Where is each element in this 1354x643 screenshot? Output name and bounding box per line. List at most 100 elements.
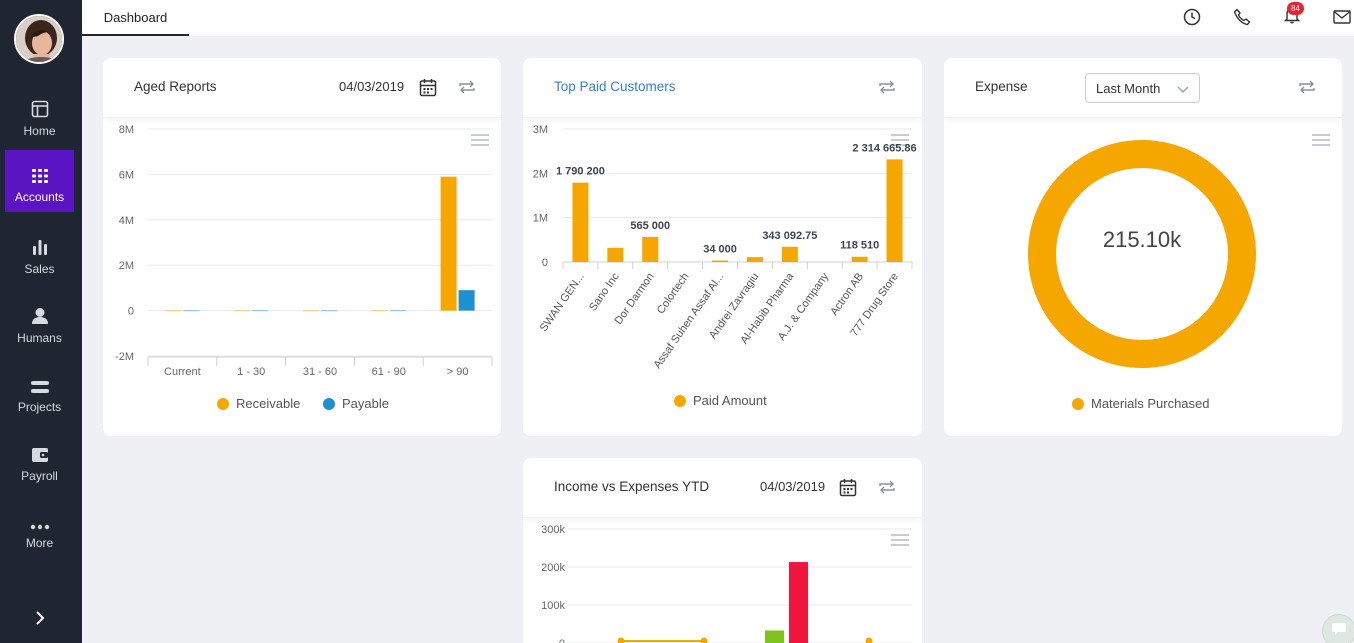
bar-paid-amount — [572, 182, 589, 262]
sidebar-item-projects[interactable]: Projects — [5, 360, 74, 422]
top-bar: Dashboard 84 — [82, 0, 1354, 36]
chart-menu-icon[interactable] — [891, 534, 909, 548]
chat-button[interactable] — [1322, 614, 1354, 643]
y-tick-label: 0 — [559, 638, 565, 643]
refresh-icon[interactable] — [1296, 76, 1318, 98]
x-tick-label: 1 - 30 — [237, 366, 265, 378]
y-tick-label: 200k — [541, 562, 565, 574]
chart-menu-icon[interactable] — [1312, 134, 1330, 148]
y-tick-label: 8M — [119, 124, 134, 136]
bar-data-label: 2 314 665.86 — [852, 142, 916, 154]
bar-paid-amount — [607, 247, 624, 262]
user-avatar[interactable] — [14, 14, 64, 64]
bar-payable — [458, 290, 475, 311]
y-tick-label: 3M — [533, 124, 548, 136]
sidebar-item-label: Payroll — [21, 469, 58, 483]
legend-label: Receivable — [236, 396, 301, 411]
refresh-icon[interactable] — [456, 76, 478, 98]
sidebar-item-sales[interactable]: Sales — [5, 222, 74, 284]
date-field[interactable]: 04/03/2019 — [339, 79, 405, 94]
y-tick-label: 6M — [119, 169, 134, 181]
bar-paid-amount — [642, 236, 659, 262]
x-tick-label: Colortech — [655, 271, 692, 316]
card-title: Expense — [975, 79, 1028, 94]
card-title-link[interactable]: Top Paid Customers — [554, 79, 676, 94]
y-tick-label: -2M — [115, 351, 134, 363]
aged-reports-chart: 8M 6M 4M 2M 0 -2M Current 1 - 30 31 - 60 61 - 90 >… — [115, 124, 493, 378]
bar-payable — [321, 310, 337, 312]
bar-receivable — [303, 310, 319, 312]
sidebar-item-label: Home — [23, 124, 56, 138]
legend-dot — [217, 397, 229, 410]
line-point — [865, 637, 873, 643]
period-select-value: Last Month — [1096, 81, 1161, 96]
x-tick-label: Actron AB — [828, 271, 866, 318]
card-header: Income vs Expenses YTD 04/03/2019 — [523, 458, 922, 518]
y-tick-label: 2M — [119, 260, 134, 272]
x-tick-label: Sano Inc — [587, 270, 622, 313]
legend-paid-amount[interactable]: Paid Amount — [674, 393, 767, 408]
bar-ytd — [765, 630, 784, 643]
legend-materials-purchased[interactable]: Materials Purchased — [1072, 396, 1210, 411]
donut-center-label: 215.10k — [1103, 227, 1182, 252]
clock-icon[interactable] — [1179, 4, 1205, 30]
y-tick-label: 300k — [541, 524, 565, 536]
calendar-icon[interactable] — [837, 476, 859, 498]
x-tick-label: Current — [164, 366, 201, 378]
bar-data-label: 34 000 — [703, 243, 737, 255]
refresh-icon[interactable] — [876, 76, 898, 98]
sidebar-item-humans[interactable]: Humans — [5, 291, 74, 353]
phone-icon[interactable] — [1229, 4, 1255, 30]
sidebar-item-more[interactable]: More — [5, 496, 74, 558]
x-tick-label: 61 - 90 — [372, 366, 406, 378]
bar-receivable — [165, 310, 182, 312]
legend-label: Payable — [342, 396, 389, 411]
bar-paid-amount — [712, 260, 729, 262]
card-header: Expense Last Month — [944, 58, 1342, 118]
x-tick-label: > 90 — [447, 366, 469, 378]
bar-receivable — [371, 310, 388, 312]
legend-payable[interactable]: Payable — [323, 396, 389, 411]
y-tick-label: 0 — [542, 257, 548, 269]
sidebar-item-label: Projects — [17, 400, 62, 414]
bar-data-label: 118 510 — [840, 240, 879, 252]
expense-donut-chart: 215.10k — [1028, 140, 1256, 368]
sidebar-item-payroll[interactable]: Payroll — [5, 429, 74, 491]
sidebar-item-home[interactable]: Home — [5, 84, 74, 146]
notification-badge: 84 — [1287, 2, 1304, 15]
notifications-button[interactable]: 84 — [1279, 2, 1305, 30]
wallet-icon — [31, 447, 49, 463]
expand-sidebar-button[interactable] — [28, 608, 52, 632]
legend-receivable[interactable]: Receivable — [217, 396, 300, 411]
legend-dot — [674, 394, 686, 407]
y-tick-label: 0 — [128, 306, 134, 318]
period-select[interactable]: Last Month — [1085, 73, 1200, 103]
date-field[interactable]: 04/03/2019 — [760, 479, 826, 494]
expense-card: Expense Last Month 215.10k Materials Pur… — [944, 58, 1342, 436]
tab-dashboard[interactable]: Dashboard — [82, 0, 189, 36]
projects-icon — [30, 380, 49, 394]
y-tick-label: 100k — [541, 600, 565, 612]
bar-paid-amount — [851, 256, 868, 262]
sidebar: Home Accounts Sales Humans Projects — [0, 0, 82, 643]
bar-paid-amount — [746, 257, 763, 262]
grid-icon — [31, 168, 49, 184]
bar-data-label: 1 790 200 — [556, 166, 605, 178]
sidebar-item-label: Sales — [24, 262, 55, 276]
top-paid-customers-card: Top Paid Customers 3M 2M 1M 0 1 790 200 SWAN … — [523, 58, 922, 436]
chart-menu-icon[interactable] — [471, 134, 489, 148]
bar-ytd — [789, 562, 808, 643]
bar-paid-amount — [886, 159, 903, 262]
refresh-icon[interactable] — [876, 476, 898, 498]
legend-label: Materials Purchased — [1091, 396, 1210, 411]
line-point — [700, 637, 708, 643]
chart-menu-icon[interactable] — [891, 134, 909, 148]
card-title: Aged Reports — [134, 79, 217, 94]
sidebar-item-accounts[interactable]: Accounts — [5, 150, 74, 212]
more-icon — [30, 524, 50, 530]
donut-slice-materials-purchased[interactable] — [1028, 140, 1256, 368]
bar-payable — [183, 310, 200, 312]
y-tick-label: 4M — [119, 215, 134, 227]
mail-icon[interactable] — [1329, 4, 1354, 30]
calendar-icon[interactable] — [417, 76, 439, 98]
